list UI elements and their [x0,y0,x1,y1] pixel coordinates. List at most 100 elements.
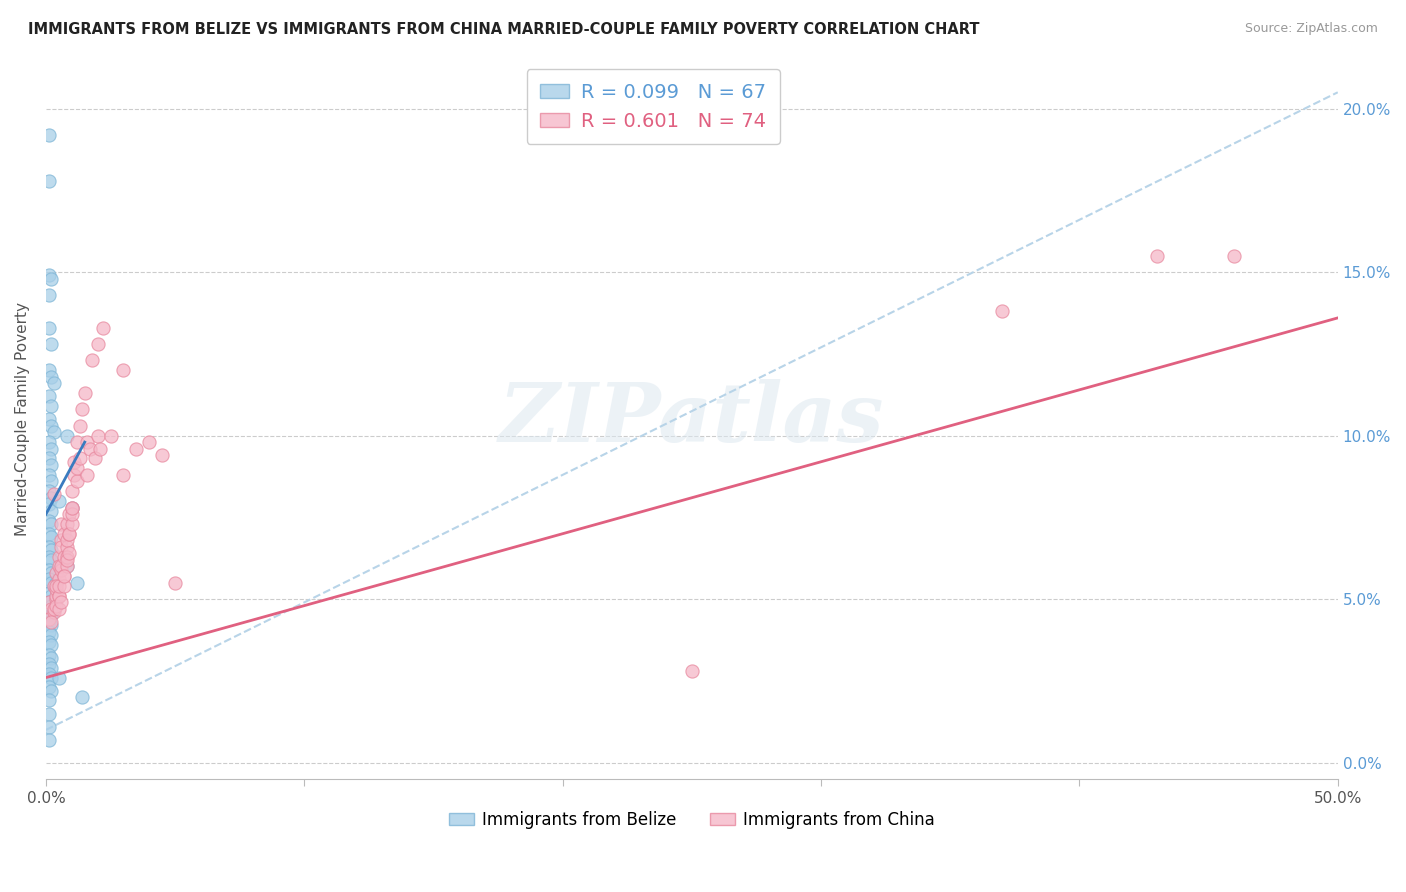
Point [51,559,73,574]
Point [39,516,62,531]
Point [51,595,73,609]
Point [39,271,62,285]
Point [38,563,60,577]
Point [86,337,108,351]
Point [39,418,62,433]
Point [45,592,67,607]
Point [38,412,60,426]
Point [991,304,1014,318]
Point [69,418,91,433]
Point [39,608,62,623]
Point [39,651,62,665]
Point [100,428,122,442]
Point [39,369,62,384]
Point [39,661,62,675]
Point [48,671,70,685]
Point [125,442,148,456]
Point [60,500,83,515]
Point [51,540,73,554]
Point [66,461,89,475]
Point [112,363,135,377]
Point [84,451,107,466]
Point [38,540,60,554]
Point [70,402,93,417]
Point [48,589,70,603]
Point [66,575,89,590]
Point [76,467,98,482]
Point [138,435,160,450]
Point [39,638,62,652]
Point [55,533,77,548]
Point [38,732,60,747]
Point [38,595,60,609]
Point [38,320,60,334]
Point [38,484,60,499]
Point [58,526,80,541]
Point [38,605,60,619]
Point [39,337,62,351]
Point [39,628,62,642]
Text: ZIPatlas: ZIPatlas [499,379,884,459]
Point [45,582,67,597]
Point [53,569,76,583]
Point [91,320,114,334]
Point [53,526,76,541]
Point [60,507,83,521]
Point [39,589,62,603]
Point [38,648,60,662]
Point [38,514,60,528]
Point [38,497,60,511]
Point [38,706,60,721]
Point [38,467,60,482]
Point [38,173,60,187]
Point [39,504,62,518]
Point [38,612,60,626]
Point [39,491,62,505]
Point [55,428,77,442]
Point [39,615,62,629]
Y-axis label: Married-Couple Family Poverty: Married-Couple Family Poverty [15,302,30,536]
Point [38,693,60,707]
Point [165,575,187,590]
Point [38,288,60,302]
Point [39,399,62,413]
Point [38,585,60,599]
Point [38,549,60,564]
Point [58,526,80,541]
Point [45,589,67,603]
Point [63,455,86,469]
Point [66,435,89,450]
Point [38,526,60,541]
Point [89,442,111,456]
Point [38,435,60,450]
Point [38,624,60,639]
Point [38,615,60,629]
Point [55,540,77,554]
Point [58,546,80,560]
Point [38,128,60,142]
Point [60,484,83,499]
Point [45,575,67,590]
Text: IMMIGRANTS FROM BELIZE VS IMMIGRANTS FROM CHINA MARRIED-COUPLE FAMILY POVERTY CO: IMMIGRANTS FROM BELIZE VS IMMIGRANTS FRO… [28,22,980,37]
Point [112,467,135,482]
Point [82,353,104,368]
Point [38,268,60,283]
Point [51,533,73,548]
Point [63,467,86,482]
Point [76,435,98,450]
Text: Source: ZipAtlas.com: Source: ZipAtlas.com [1244,22,1378,36]
Point [55,559,77,574]
Point [42,487,65,501]
Point [45,579,67,593]
Point [39,543,62,558]
Point [39,566,62,580]
Point [38,720,60,734]
Point [39,671,62,685]
Point [48,559,70,574]
Point [38,667,60,681]
Point [38,681,60,695]
Point [60,500,83,515]
Point [42,579,65,593]
Point [53,549,76,564]
Point [39,599,62,613]
